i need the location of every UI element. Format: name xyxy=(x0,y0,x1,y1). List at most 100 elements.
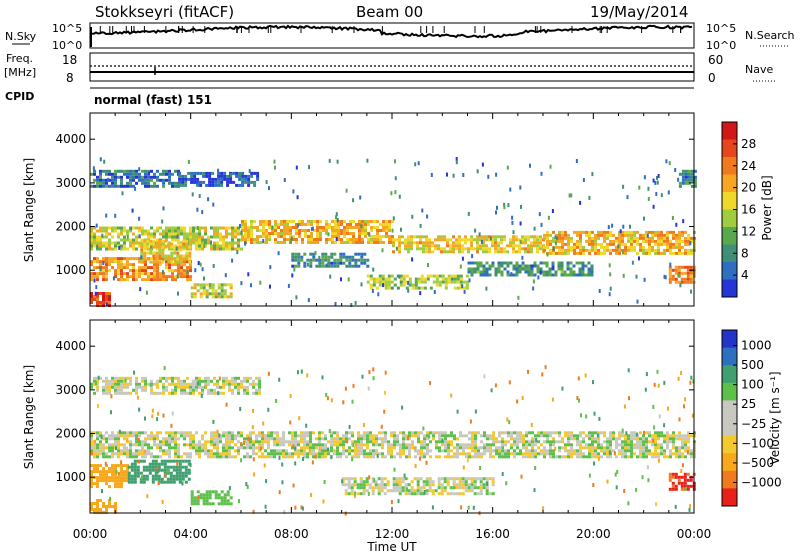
heatmap-cell xyxy=(300,452,303,456)
heatmap-cell xyxy=(621,230,624,234)
heatmap-cell xyxy=(462,443,465,447)
heatmap-cell xyxy=(193,174,197,178)
heatmap-cell xyxy=(193,283,197,287)
heatmap-cell xyxy=(648,251,651,255)
heatmap-cell xyxy=(273,437,276,441)
heatmap-cell xyxy=(346,226,349,229)
heatmap-cell xyxy=(318,258,322,262)
heatmap-cell xyxy=(630,455,633,459)
heatmap-cell xyxy=(609,251,612,255)
heatmap-cell xyxy=(114,502,117,505)
heatmap-cell xyxy=(467,247,470,251)
heatmap-speck xyxy=(394,190,397,195)
heatmap-cell xyxy=(674,265,678,269)
heatmap-cell xyxy=(470,483,474,487)
heatmap-cell xyxy=(333,443,336,447)
heatmap-cell xyxy=(621,233,624,237)
heatmap-cell xyxy=(126,440,129,444)
heatmap-cell xyxy=(135,275,138,279)
heatmap-cell xyxy=(497,261,501,265)
heatmap-cell xyxy=(192,232,195,236)
heatmap-cell xyxy=(435,446,438,450)
heatmap-cell xyxy=(376,220,379,223)
heatmap-cell xyxy=(561,446,564,450)
heatmap-cell xyxy=(524,238,527,242)
heatmap-cell xyxy=(522,446,525,450)
heatmap-cell xyxy=(315,446,318,450)
heatmap-cell xyxy=(175,477,179,481)
heatmap-cell xyxy=(289,220,292,223)
heatmap-cell xyxy=(531,431,534,435)
heatmap-cell xyxy=(229,502,233,506)
heatmap-cell xyxy=(264,437,267,441)
heatmap-cell xyxy=(381,455,384,459)
heatmap-cell xyxy=(135,172,138,176)
heatmap-cell xyxy=(228,244,231,248)
heatmap-speck xyxy=(619,229,622,234)
heatmap-cell xyxy=(135,269,138,273)
heatmap-cell xyxy=(441,431,444,435)
heatmap-cell xyxy=(527,238,530,242)
heatmap-cell xyxy=(237,385,240,389)
heatmap-cell xyxy=(609,440,612,444)
heatmap-cell xyxy=(280,235,283,238)
heatmap-cell xyxy=(567,248,570,252)
heatmap-cell xyxy=(306,446,309,450)
heatmap-cell xyxy=(615,251,618,255)
heatmap-cell xyxy=(264,434,267,438)
heatmap-cell xyxy=(515,261,519,265)
heatmap-cell xyxy=(690,455,693,459)
heatmap-speck xyxy=(675,222,678,227)
heatmap-cell xyxy=(379,238,382,241)
heatmap-cell xyxy=(441,434,444,438)
power-colorbar-label: Power [dB] xyxy=(760,175,774,240)
heatmap-speck xyxy=(330,398,333,403)
heatmap-cell xyxy=(258,382,261,386)
heatmap-cell xyxy=(357,434,360,438)
heatmap-cell xyxy=(414,283,418,287)
heatmap-cell xyxy=(189,266,192,270)
heatmap-cell xyxy=(666,443,669,447)
heatmap-cell xyxy=(90,278,93,282)
heatmap-cell xyxy=(138,244,141,248)
heatmap-cell xyxy=(195,385,198,389)
heatmap-cell xyxy=(240,446,243,450)
heatmap-cell xyxy=(216,434,219,438)
heatmap-cell xyxy=(105,476,108,480)
heatmap-cell xyxy=(558,440,561,444)
heatmap-cell xyxy=(618,233,621,237)
heatmap-cell xyxy=(274,223,277,226)
heatmap-cell xyxy=(399,452,402,456)
heatmap-cell xyxy=(321,443,324,447)
heatmap-cell xyxy=(494,250,497,254)
heatmap-cell xyxy=(549,455,552,459)
heatmap-cell xyxy=(114,376,117,380)
heatmap-cell xyxy=(645,236,648,240)
heatmap-cell xyxy=(584,264,588,268)
colorbar-swatch xyxy=(722,330,737,349)
heatmap-cell xyxy=(483,446,486,450)
heatmap-cell xyxy=(420,274,424,278)
heatmap-speck xyxy=(428,434,431,439)
heatmap-cell xyxy=(672,431,675,435)
heatmap-cell xyxy=(447,443,450,447)
heatmap-cell xyxy=(327,264,331,268)
heatmap-cell xyxy=(674,475,678,479)
heatmap-cell xyxy=(96,235,99,239)
heatmap-cell xyxy=(459,446,462,450)
heatmap-cell xyxy=(213,235,216,239)
heatmap-cell xyxy=(618,248,621,252)
heatmap-cell xyxy=(253,171,257,175)
heatmap-cell xyxy=(265,232,268,235)
heatmap-speck xyxy=(407,281,410,285)
heatmap-cell xyxy=(216,241,219,245)
heatmap-cell xyxy=(675,242,678,246)
heatmap-cell xyxy=(597,251,600,255)
heatmap-cell xyxy=(226,490,230,494)
heatmap-cell xyxy=(325,229,328,232)
heatmap-cell xyxy=(425,235,428,239)
heatmap-cell xyxy=(304,235,307,238)
heatmap-cell xyxy=(470,247,473,251)
heatmap-cell xyxy=(117,452,120,456)
heatmap-cell xyxy=(159,431,162,435)
